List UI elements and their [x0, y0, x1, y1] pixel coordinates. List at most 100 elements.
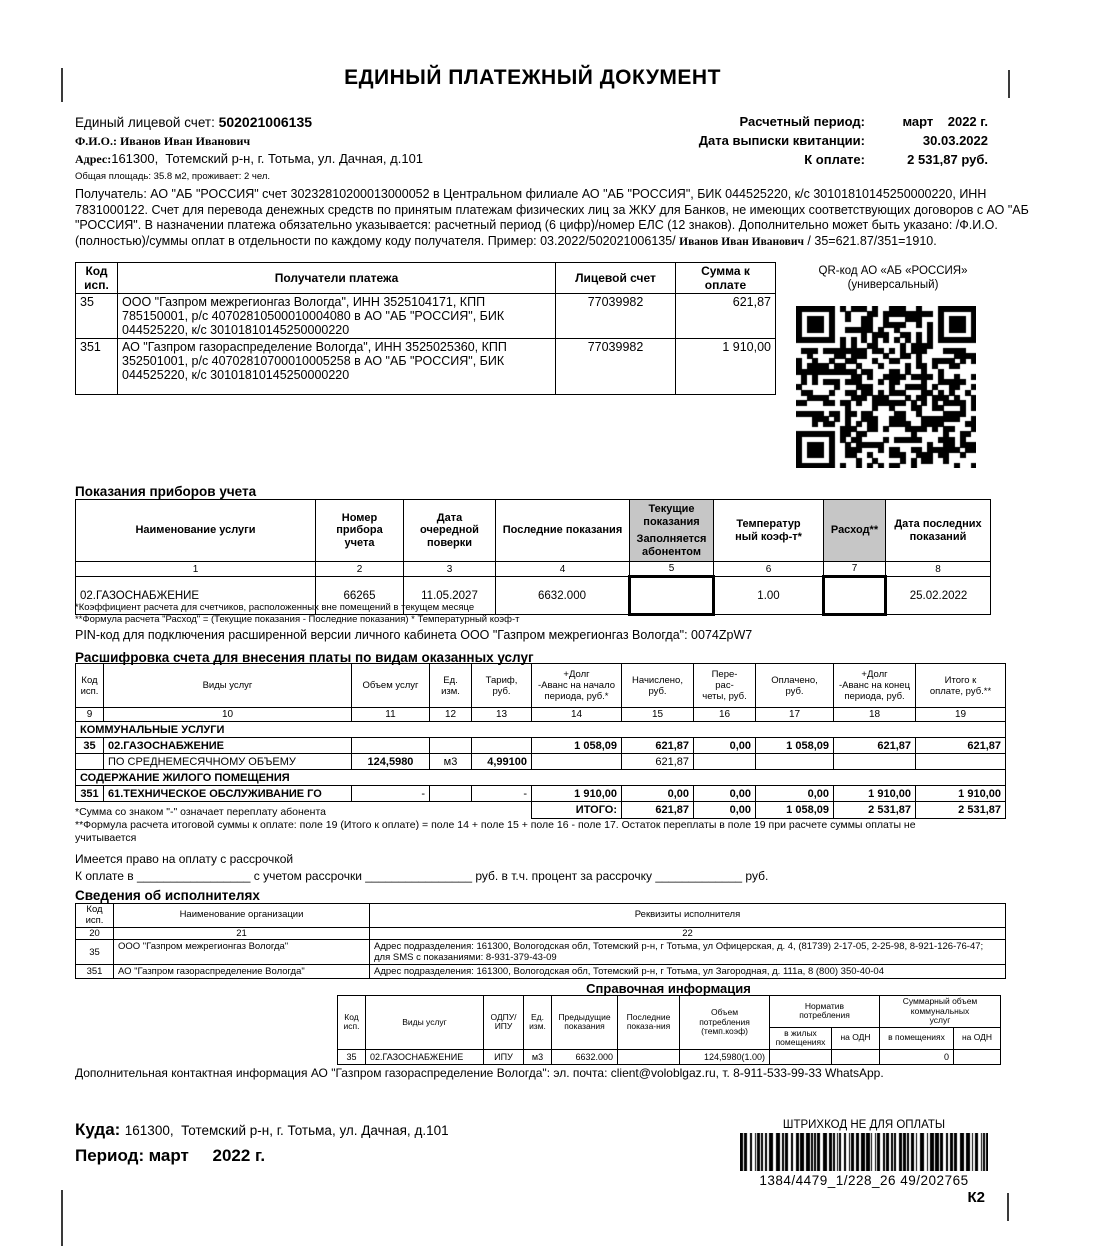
column-number: 19: [915, 707, 1006, 722]
service-volume: -: [351, 785, 430, 802]
service-name: ПО СРЕДНЕМЕСЯЧНОМУ ОБЪЕМУ: [103, 753, 352, 770]
meters-footnote-2: **Формула расчета "Расход" = (Текущие по…: [75, 614, 520, 625]
accrued: 621,87: [621, 753, 694, 770]
page-code: К2: [967, 1189, 986, 1206]
fold-mark-top-right: [1008, 70, 1010, 98]
service-unit: [429, 785, 472, 802]
amount-due-value: 2 531,87 руб.: [907, 152, 988, 167]
breakdown-section-housing: СОДЕРЖАНИЕ ЖИЛОГО ПОМЕЩЕНИЯ: [75, 769, 1006, 786]
column-number: 8: [885, 561, 991, 577]
executors-header-row: Код исп. Наименование организации Реквиз…: [75, 903, 1006, 928]
executors-header-name: Наименование организации: [113, 903, 370, 928]
service-name: 61.ТЕХНИЧЕСКОЕ ОБСЛУЖИВАНИЕ ГО: [103, 785, 352, 802]
address-line: Адрес:161300, Тотемский р-н, г. Тотьма, …: [75, 151, 423, 167]
period-value: март 2022 г.: [902, 114, 988, 129]
payee-account: 77039982: [555, 293, 676, 339]
breakdown-number-row: 9 10 11 12 13 14 15 16 17 18 19: [75, 707, 1006, 722]
breakdown-header-total: Итого к оплате, руб.**: [915, 663, 1006, 708]
ref-header-odpu: ОДПУ/ ИПУ: [483, 995, 524, 1050]
breakdown-header-row: Код исп. Виды услуг Объем услуг Ед. изм.…: [75, 663, 1006, 708]
reference-data-row: 35 02.ГАЗОСНАБЖЕНИЕ ИПУ м3 6632.000 124,…: [337, 1048, 1002, 1065]
service-code: 351: [75, 785, 104, 802]
breakdown-header-accrued: Начислено, руб.: [621, 663, 694, 708]
meter-number: 66265: [315, 576, 404, 615]
debt-start: [531, 753, 622, 770]
grand-total: 2 531,87: [915, 801, 1006, 819]
payee-name: АО "Газпром газораспределение Вологда", …: [117, 338, 556, 395]
payees-header-amount: Сумма к оплате: [675, 262, 776, 294]
column-number: 2: [315, 561, 404, 577]
payees-header-row: Код исп. Получатели платежа Лицевой счет…: [75, 262, 776, 294]
ref-sum-rooms: 0: [879, 1048, 954, 1065]
column-number: 6: [713, 561, 824, 577]
payee-amount: 621,87: [675, 293, 776, 339]
barcode-number: 1384/4479_1/228_26 49/202765: [759, 1173, 969, 1188]
meter-service: 02.ГАЗОСНАБЖЕНИЕ: [75, 576, 316, 615]
qr-caption: QR-код АО «АБ «РОССИЯ» (универсальный): [795, 264, 991, 292]
payees-header-code: Код исп.: [75, 262, 118, 294]
service-code: 35: [75, 737, 104, 754]
payee-amount: 1 910,00: [675, 338, 776, 395]
executors-header-code: Код исп.: [75, 903, 114, 928]
breakdown-header-debt-end: +Долг -Аванс на конец периода, руб.: [833, 663, 916, 708]
service-volume: 124,5980: [351, 753, 430, 770]
debt-end: 621,87: [833, 737, 916, 754]
recipient-note: Получатель: АО "АБ "РОССИЯ" счет 3023281…: [75, 187, 1033, 250]
ref-header-unit: Ед. изм.: [523, 995, 552, 1050]
breakdown-section-communal: КОММУНАЛЬНЫЕ УСЛУГИ: [75, 721, 1006, 738]
meters-header-number: Номер прибора учета: [315, 499, 404, 562]
service-volume: [351, 737, 430, 754]
meters-table: Наименование услуги Номер прибора учета …: [75, 499, 991, 616]
breakdown-header-service: Виды услуг: [103, 663, 352, 708]
ref-header-last: Последние показа-ния: [617, 995, 680, 1050]
ref-unit: м3: [523, 1048, 552, 1065]
service-name: 02.ГАЗОСНАБЖЕНИЕ: [103, 737, 352, 754]
recalc: 0,00: [693, 737, 756, 754]
paid: 1 058,09: [755, 737, 834, 754]
account-number: 502021006135: [218, 114, 313, 130]
column-number: 17: [755, 707, 834, 722]
qr-caption-line2: (универсальный): [847, 279, 939, 291]
payees-header-name: Получатели платежа: [117, 262, 556, 294]
meter-consumption-box: [822, 575, 887, 616]
kuda-value: 161300, Тотемский р-н, г. Тотьма, ул. Да…: [124, 1123, 449, 1138]
breakdown-footnote-1: *Сумма со знаком "-" означает переплату …: [75, 806, 326, 818]
total-paid: 1 058,09: [755, 801, 834, 819]
meter-last-date: 25.02.2022: [885, 576, 991, 615]
ref-prev: 6632.000: [551, 1048, 618, 1065]
recalc: 0,00: [693, 785, 756, 802]
meters-header-row: Наименование услуги Номер прибора учета …: [75, 499, 991, 562]
column-number: 20: [75, 927, 114, 940]
column-number: 4: [495, 561, 630, 577]
ref-header-sum-group: Суммарный объем коммунальных услуг: [878, 995, 1002, 1028]
column-number: 10: [103, 707, 352, 722]
ref-norm-dwellings: [769, 1048, 832, 1065]
ref-code: 35: [337, 1048, 366, 1065]
service-tariff: [471, 737, 532, 754]
service-unit: м3: [429, 753, 472, 770]
executor-name: АО "Газпром газораспределение Вологда": [113, 964, 370, 979]
barcode-caption: ШТРИХКОД НЕ ДЛЯ ОПЛАТЫ: [782, 1119, 946, 1131]
reference-table: Код исп. Виды услуг ОДПУ/ ИПУ Ед. изм. П…: [337, 995, 1002, 1065]
breakdown-section-title: Расшифровка счета для внесения платы по …: [75, 650, 534, 665]
ref-header-norm-odn: на ОДН: [831, 1026, 880, 1050]
breakdown-row-maintenance: 351 61.ТЕХНИЧЕСКОЕ ОБСЛУЖИВАНИЕ ГО - - 1…: [75, 785, 1006, 802]
service-tariff: -: [471, 785, 532, 802]
meters-header-consumption: Расход**: [823, 499, 886, 562]
account-line: Единый лицевой счет: 502021006135: [75, 114, 312, 130]
period-label: Расчетный период:: [739, 114, 865, 129]
paid: [755, 753, 834, 770]
breakdown-section-row: СОДЕРЖАНИЕ ЖИЛОГО ПОМЕЩЕНИЯ: [75, 769, 1006, 786]
address-value: 161300, Тотемский р-н, г. Тотьма, ул. Да…: [111, 151, 424, 166]
executor-row-35: 35 ООО "Газпром межрегионгаз Вологда" Ад…: [75, 939, 1006, 965]
accrued: 0,00: [621, 785, 694, 802]
payees-table: Код исп. Получатели платежа Лицевой счет…: [75, 262, 776, 395]
executors-section-title: Сведения об исполнителях: [75, 888, 260, 903]
breakdown-row-avg-volume: ПО СРЕДНЕМЕСЯЧНОМУ ОБЪЕМУ 124,5980 м3 4,…: [75, 753, 1006, 770]
fold-mark-bottom-right: [1007, 1193, 1009, 1221]
meter-temp-coef: 1.00: [713, 576, 824, 615]
executors-table: Код исп. Наименование организации Реквиз…: [75, 903, 1006, 979]
ref-header-prev: Предыдущие показания: [551, 995, 618, 1050]
period-line: Период: март 2022 г.: [75, 1146, 265, 1166]
